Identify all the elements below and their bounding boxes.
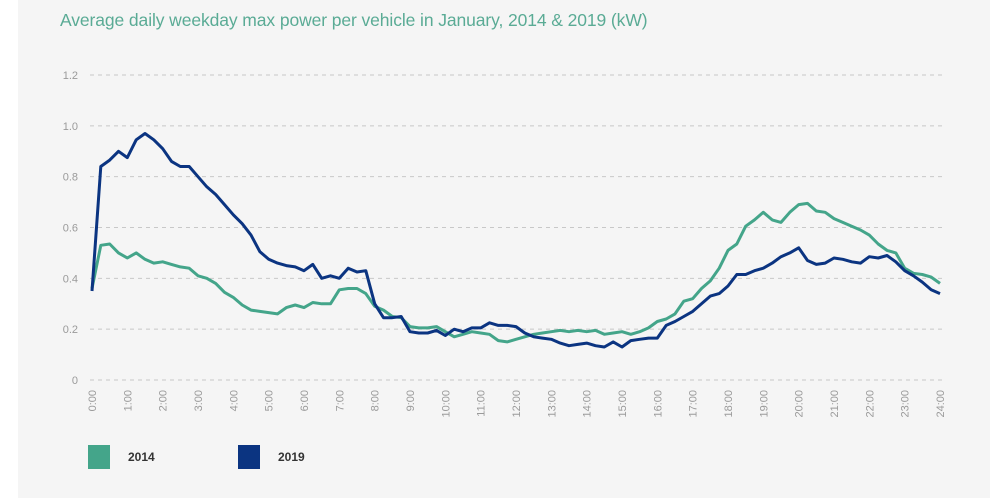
y-tick-label: 1.0	[63, 121, 78, 133]
y-tick-label: 0.2	[63, 324, 78, 336]
x-tick-label: 5:00	[264, 390, 276, 411]
y-tick-label: 0	[72, 375, 78, 387]
x-tick-label: 8:00	[370, 390, 382, 411]
x-tick-label: 3:00	[193, 390, 205, 411]
y-tick-label: 1.2	[63, 70, 78, 82]
x-tick-label: 22:00	[864, 390, 876, 418]
x-tick-label: 0:00	[87, 390, 99, 411]
x-tick-label: 2:00	[158, 390, 170, 411]
x-tick-label: 19:00	[758, 390, 770, 418]
x-tick-label: 16:00	[652, 390, 664, 418]
x-tick-label: 23:00	[900, 390, 912, 418]
chart-title: Average daily weekday max power per vehi…	[60, 10, 648, 30]
x-tick-label: 6:00	[299, 390, 311, 411]
y-tick-label: 0.6	[63, 223, 78, 235]
x-tick-label: 18:00	[723, 390, 735, 418]
x-tick-label: 21:00	[829, 390, 841, 418]
chart-panel	[18, 0, 990, 498]
x-tick-label: 1:00	[122, 390, 134, 411]
y-tick-label: 0.8	[63, 172, 78, 184]
x-tick-label: 15:00	[617, 390, 629, 418]
y-tick-label: 0.4	[63, 273, 78, 285]
legend-item-2019: 2019	[238, 445, 305, 469]
x-tick-label: 9:00	[405, 390, 417, 411]
legend-label-2019: 2019	[278, 450, 305, 464]
x-tick-label: 12:00	[511, 390, 523, 418]
x-tick-label: 7:00	[334, 390, 346, 411]
x-tick-label: 4:00	[228, 390, 240, 411]
legend-item-2014: 2014	[88, 445, 155, 469]
x-tick-label: 13:00	[546, 390, 558, 418]
series-line-2019	[90, 132, 941, 349]
legend-swatch-2014	[88, 445, 110, 469]
x-tick-label: 14:00	[582, 390, 594, 418]
x-tick-label: 20:00	[794, 390, 806, 418]
legend-label-2014: 2014	[128, 450, 155, 464]
legend-swatch-2019	[238, 445, 260, 469]
x-tick-label: 17:00	[688, 390, 700, 418]
x-tick-label: 10:00	[440, 390, 452, 418]
series-line-2014	[90, 201, 941, 344]
x-tick-label: 11:00	[476, 390, 488, 417]
x-tick-label: 24:00	[935, 390, 947, 418]
